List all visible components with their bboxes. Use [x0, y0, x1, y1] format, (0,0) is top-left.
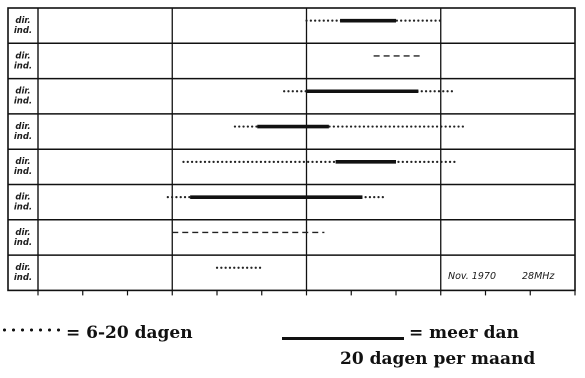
row-label-dir: dir. — [15, 193, 30, 203]
row-label-dir: dir. — [15, 51, 30, 61]
row-label-dir: dir. — [15, 122, 30, 132]
row-label-ind: ind. — [14, 132, 32, 142]
row-label-dir: dir. — [15, 87, 30, 97]
row-label-ind: ind. — [14, 167, 32, 177]
row-label-dir: dir. — [15, 228, 30, 238]
row-label-dir: dir. — [15, 263, 30, 273]
legend-solid-label-2: 20 dagen per maand — [340, 349, 536, 369]
row-label-ind: ind. — [14, 97, 32, 107]
row-label-ind: ind. — [14, 203, 32, 213]
row-label-ind: ind. — [14, 61, 32, 71]
annotation-frequency: 28MHz — [522, 271, 555, 282]
annotation-date: Nov. 1970 — [448, 271, 496, 282]
row-label-ind: ind. — [14, 273, 32, 283]
row-label-ind: ind. — [14, 238, 32, 248]
row-label-ind: ind. — [14, 26, 32, 36]
legend-dotted-label: = 6-20 dagen — [66, 323, 193, 343]
legend-solid-sample — [282, 337, 404, 340]
row-label-dir: dir. — [15, 157, 30, 167]
propagation-chart: dir.ind.dir.ind.dir.ind.dir.ind.dir.ind.… — [7, 7, 576, 296]
row-label-dir: dir. — [15, 16, 30, 26]
legend-dotted-sample — [0, 328, 60, 332]
legend-solid-label-1: = meer dan — [409, 323, 519, 343]
